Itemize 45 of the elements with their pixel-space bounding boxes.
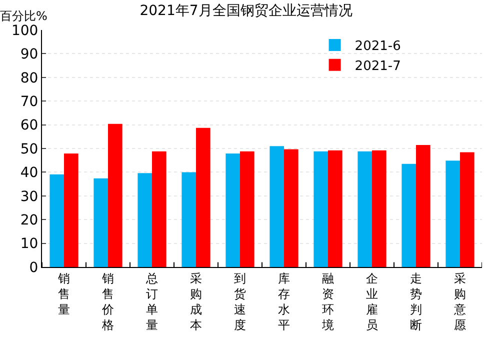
bar <box>270 146 284 267</box>
bar <box>328 150 342 267</box>
x-tick-label: 企业雇员 <box>366 271 378 332</box>
x-tick-label: 到货速度 <box>234 271 246 332</box>
chart-title: 2021年7月全国钢贸企业运营情况 <box>140 2 352 19</box>
y-tick-label: 0 <box>29 260 38 276</box>
bar <box>182 172 196 267</box>
y-tick-label: 80 <box>20 70 38 86</box>
y-tick-label: 50 <box>20 141 38 158</box>
y-tick-label: 60 <box>20 118 38 134</box>
y-axis-title: 百分比% <box>0 9 48 23</box>
bar <box>460 152 474 267</box>
y-tick-label: 90 <box>20 46 38 63</box>
x-tick-label: 销售价格 <box>101 271 114 332</box>
x-tick-label: 采购意愿 <box>453 271 466 332</box>
y-tick-label: 30 <box>20 188 38 205</box>
bar <box>402 164 416 267</box>
x-tick-label: 总订单量 <box>145 271 158 332</box>
x-tick-label: 库存水平 <box>278 271 290 332</box>
bar <box>284 149 298 267</box>
bar <box>372 150 386 267</box>
bar <box>416 144 430 267</box>
legend-label: 2021-6 <box>354 39 401 54</box>
legend-label: 2021-7 <box>354 58 401 74</box>
bar <box>226 153 240 267</box>
y-tick-label: 100 <box>11 22 38 39</box>
bar <box>240 151 254 267</box>
x-tick-label: 采购成本 <box>190 271 202 332</box>
y-tick-label: 20 <box>20 212 38 228</box>
bar <box>138 173 152 267</box>
bar <box>108 124 122 267</box>
y-tick-label: 10 <box>20 236 38 252</box>
bar <box>64 153 78 267</box>
bar <box>358 151 372 267</box>
x-tick-label: 融资环境 <box>321 271 334 332</box>
y-tick-label: 40 <box>20 165 38 182</box>
bar <box>314 151 328 267</box>
bar <box>196 128 210 267</box>
y-tick-label: 70 <box>20 94 38 110</box>
x-tick-label: 销售量 <box>57 271 70 317</box>
bar <box>446 160 460 267</box>
bar <box>94 178 108 267</box>
bar <box>50 174 64 267</box>
x-tick-label: 走势判断 <box>410 271 422 332</box>
bar <box>152 151 166 267</box>
